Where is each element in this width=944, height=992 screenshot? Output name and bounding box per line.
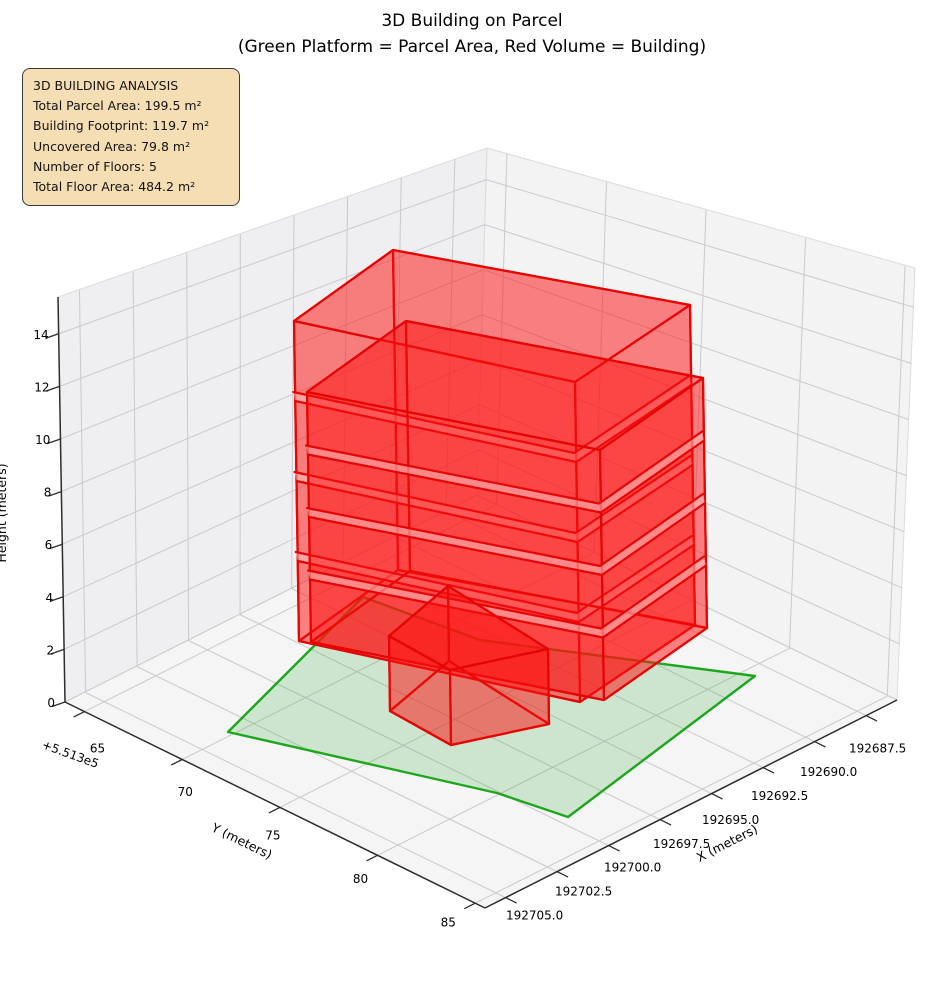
chart-subtitle: (Green Platform = Parcel Area, Red Volum… xyxy=(237,37,707,57)
building-prism xyxy=(387,584,551,747)
svg-text:12: 12 xyxy=(34,380,49,394)
building-volume xyxy=(292,248,709,747)
analysis-building-footprint: Building Footprint: 119.7 m² xyxy=(33,118,210,134)
analysis-uncovered-area: Uncovered Area: 79.8 m² xyxy=(33,138,191,154)
analysis-total-floor-area: Total Floor Area: 484.2 m² xyxy=(33,179,196,195)
svg-text:192705.0: 192705.0 xyxy=(506,908,563,922)
svg-text:65: 65 xyxy=(90,742,105,756)
chart-title: 3D Building on Parcel xyxy=(381,11,563,31)
svg-text:2: 2 xyxy=(46,643,54,657)
analysis-number-of-floors: Number of Floors: 5 xyxy=(33,158,157,174)
svg-text:80: 80 xyxy=(353,872,368,886)
analysis-total-parcel-area: Total Parcel Area: 199.5 m² xyxy=(33,98,202,114)
svg-text:85: 85 xyxy=(441,915,456,929)
svg-text:75: 75 xyxy=(265,828,280,842)
svg-text:Height (meters): Height (meters) xyxy=(0,463,9,562)
svg-text:8: 8 xyxy=(44,486,52,500)
axes-spines-and-ticks: 192687.5 192690.0 192692.5 192695.0 192697.5… xyxy=(33,296,906,929)
chart-title-block: 3D Building on Parcel (Green Platform = … xyxy=(0,8,944,60)
building-prism xyxy=(304,319,709,702)
svg-text:192692.5: 192692.5 xyxy=(751,789,808,803)
svg-text:192690.0: 192690.0 xyxy=(800,765,857,779)
svg-text:10: 10 xyxy=(35,433,50,447)
analysis-box-title: 3D BUILDING ANALYSIS xyxy=(33,78,179,93)
svg-text:0: 0 xyxy=(47,696,55,710)
svg-text:70: 70 xyxy=(178,785,193,799)
svg-text:192702.5: 192702.5 xyxy=(555,885,612,899)
svg-text:192695.0: 192695.0 xyxy=(702,813,759,827)
svg-text:192697.5: 192697.5 xyxy=(653,837,710,851)
building-analysis-box: 3D BUILDING ANALYSIS Total Parcel Area: … xyxy=(22,68,240,207)
svg-text:14: 14 xyxy=(33,328,48,342)
svg-text:192700.0: 192700.0 xyxy=(604,861,661,875)
svg-text:4: 4 xyxy=(46,591,54,605)
svg-text:192687.5: 192687.5 xyxy=(849,741,906,755)
svg-text:6: 6 xyxy=(45,538,53,552)
building-prism xyxy=(292,248,697,704)
grid-lines xyxy=(58,153,914,904)
